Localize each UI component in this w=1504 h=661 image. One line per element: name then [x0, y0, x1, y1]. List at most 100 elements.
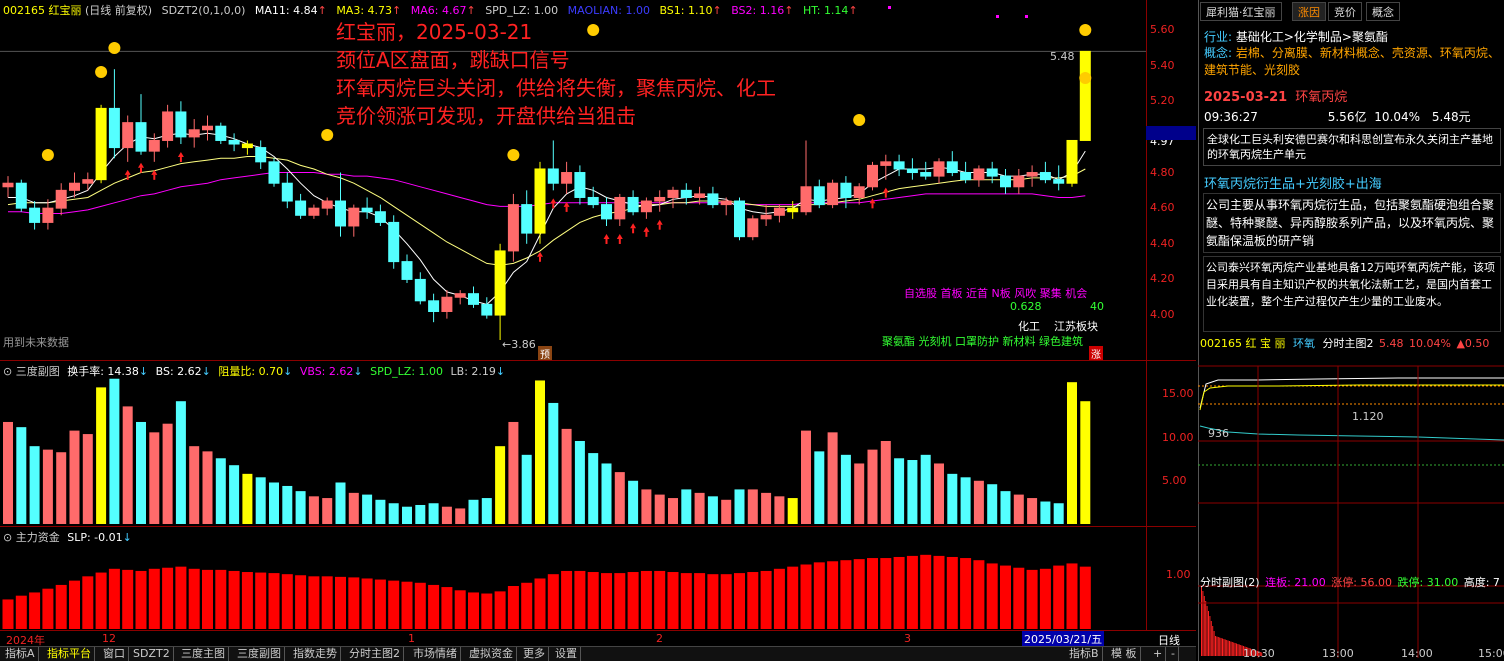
- candle-body: [574, 172, 586, 198]
- sub1-zy: 阻量比: 0.70: [218, 365, 284, 378]
- intraday-vol-bar: [1240, 645, 1242, 656]
- sub2-settings-icon[interactable]: ⊙: [3, 531, 13, 544]
- funds-bar: [95, 572, 107, 629]
- bottom-tab[interactable]: 三度主图: [178, 647, 229, 661]
- right-panel-tab[interactable]: 涨因: [1292, 2, 1326, 21]
- candle-body: [69, 182, 80, 191]
- intraday-sub-line: [1199, 425, 1504, 441]
- candle-body: [1079, 50, 1091, 141]
- funds-bar: [215, 569, 227, 629]
- candle-body: [162, 111, 174, 141]
- main-funds-bar-chart[interactable]: [0, 527, 1146, 631]
- date-dec: 12: [102, 632, 116, 645]
- intraday-sub-name[interactable]: 分时副图(2): [1200, 576, 1260, 589]
- intraday-vol-bar: [1203, 596, 1205, 656]
- bottom-tab[interactable]: 指标平台: [44, 647, 95, 661]
- intraday-vol-bar: [1201, 586, 1202, 656]
- funds-bar: [42, 588, 54, 629]
- intraday-sub-header: 分时副图(2) 连板: 21.00 涨停: 56.00 跌停: 31.00 高度…: [1200, 574, 1500, 590]
- right-panel-tab[interactable]: 概念: [1366, 2, 1400, 21]
- annotation-line-4: 竞价领涨可发现，开盘供给当狙击: [336, 104, 636, 128]
- indicator-name[interactable]: SDZT2(0,1,0,0): [161, 4, 246, 17]
- candle-body: [734, 200, 745, 238]
- funds-bar: [986, 563, 998, 629]
- candle-body: [920, 172, 932, 177]
- turnover-bar: [867, 449, 878, 524]
- maolian-value: MAOLIAN: 1.00: [567, 4, 650, 17]
- candle-body: [481, 303, 493, 316]
- candle-body: [55, 189, 67, 209]
- funds-bar: [454, 590, 466, 629]
- sub1-settings-icon[interactable]: ⊙: [3, 365, 13, 378]
- bottom-tab[interactable]: 三度副图: [234, 647, 285, 661]
- intraday-chart[interactable]: [1198, 348, 1504, 658]
- intraday-vol-bar: [1231, 642, 1233, 656]
- turnover-bar: [814, 451, 825, 524]
- intraday-name[interactable]: 分时主图2: [1322, 337, 1374, 350]
- smiley-icon: [853, 114, 866, 126]
- candle-body: [507, 204, 519, 252]
- turnover-bar: [175, 401, 186, 524]
- annotation-line-1: 红宝丽，2025-03-21: [336, 20, 533, 44]
- funds-bar: [468, 592, 479, 629]
- intraday-vol-bar: [1227, 640, 1229, 656]
- sub2-name[interactable]: 主力资金: [15, 531, 60, 544]
- candle-body: [454, 293, 466, 298]
- funds-bar: [335, 576, 346, 629]
- sub1-lb: LB: 2.19: [450, 365, 496, 378]
- smiley-icon: [108, 42, 121, 54]
- auction-amount: 5.56亿: [1327, 110, 1367, 124]
- intraday-code[interactable]: 002165 红 宝 丽: [1200, 337, 1286, 350]
- intraday-vol-bar: [1209, 616, 1211, 656]
- bottom-right-tab[interactable]: +: [1150, 647, 1167, 661]
- header-dot: [996, 15, 999, 18]
- funds-bar: [388, 580, 400, 629]
- bottom-right-tab[interactable]: 模 板: [1108, 647, 1141, 661]
- turnover-bar: [561, 428, 572, 524]
- candlestick-chart[interactable]: [0, 0, 1146, 360]
- bottom-tab[interactable]: 市场情绪: [410, 647, 461, 661]
- main-chart-area[interactable]: [0, 0, 1146, 360]
- bottom-tab[interactable]: 设置: [552, 647, 581, 661]
- bottom-tab[interactable]: 更多: [520, 647, 549, 661]
- bottom-tab[interactable]: 虚拟资金: [466, 647, 517, 661]
- funds-bar: [2, 599, 14, 629]
- turnover-bar-chart[interactable]: [0, 361, 1146, 526]
- turnover-bar: [481, 498, 492, 524]
- bs2-value: BS2: 1.16: [731, 4, 785, 17]
- reason-date: 2025-03-21: [1204, 90, 1288, 105]
- candle-body: [813, 186, 825, 206]
- intraday-vol-bar: [1257, 651, 1258, 656]
- funds-bar: [787, 566, 799, 629]
- bottom-tab[interactable]: 分时主图2: [346, 647, 404, 661]
- header-dot: [888, 6, 891, 9]
- stock-code-title[interactable]: 002165 红宝丽: [3, 4, 82, 17]
- turnover-bar: [348, 492, 359, 524]
- bottom-tab[interactable]: 指数走势: [290, 647, 341, 661]
- axis-tick: 4.40: [1150, 237, 1175, 250]
- news-text: 全球化工巨头利安德巴赛尔和科思创宣布永久关闭主产基地的环氧丙烷生产单元: [1207, 133, 1493, 161]
- intraday-dieting: 跌停: 31.00: [1397, 576, 1459, 589]
- bottom-tab[interactable]: SDZT2: [130, 647, 174, 661]
- sub1-name[interactable]: 三度副图: [15, 365, 60, 378]
- candle-body: [601, 204, 612, 220]
- date-period[interactable]: 日线: [1158, 634, 1180, 647]
- candle-body: [29, 207, 41, 223]
- funds-bar: [853, 559, 865, 629]
- intraday-vol-bar: [1250, 648, 1251, 656]
- bottom-right-tab[interactable]: 指标B: [1066, 647, 1103, 661]
- desc-box-2: 公司泰兴环氧丙烷产业基地具备12万吨环氧丙烷产能，该项目采用具有自主知识产权的共…: [1203, 256, 1501, 332]
- funds-bar: [135, 570, 147, 629]
- right-panel-tab[interactable]: 竞价: [1328, 2, 1362, 21]
- intraday-vol-bar: [1233, 642, 1235, 656]
- bottom-tab[interactable]: 指标A: [2, 647, 39, 661]
- right-panel-tab[interactable]: 犀利猫·红宝丽: [1200, 2, 1282, 21]
- intraday-vol-bar: [1236, 643, 1237, 656]
- intraday-vol-bar: [1255, 650, 1257, 656]
- intraday-vol-bar: [1216, 636, 1218, 656]
- intraday-time-tick: 15:00: [1478, 647, 1504, 660]
- bottom-tab[interactable]: 窗口: [100, 647, 129, 661]
- bottom-right-tab[interactable]: -: [1168, 647, 1179, 661]
- funds-bar: [188, 568, 200, 629]
- sub1-axis-tick: 10.00: [1162, 431, 1194, 444]
